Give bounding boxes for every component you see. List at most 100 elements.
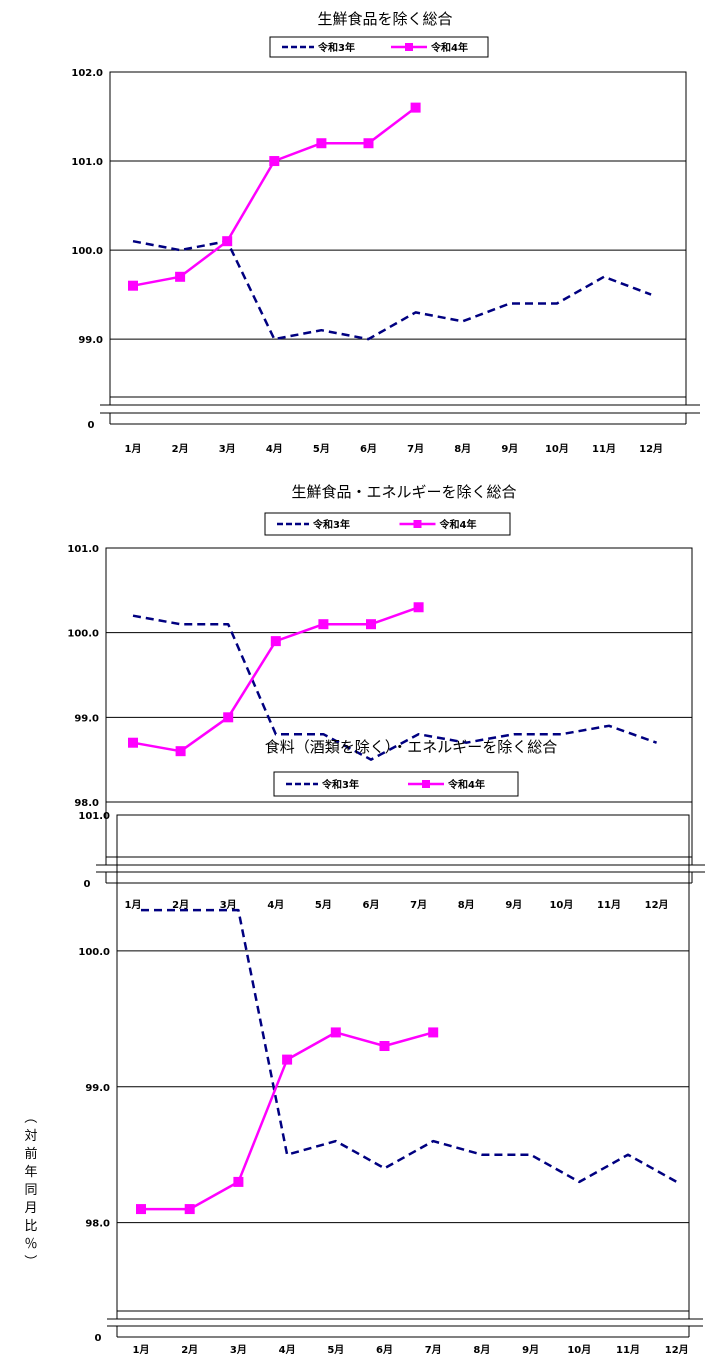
y-axis-label-char: 同 [24, 1183, 37, 1198]
y-tick-label: 99.0 [74, 713, 99, 724]
x-tick-label: 6月 [360, 443, 377, 455]
legend-label-series-2: 令和4年 [430, 41, 468, 54]
legend-label-series-1: 令和3年 [317, 41, 355, 54]
data-point-series-2 [233, 1176, 244, 1187]
data-point-series-2 [128, 737, 138, 748]
y-tick-label: 100.0 [67, 629, 99, 640]
y-tick-label: 101.0 [67, 544, 99, 555]
y-tick-label: 102.0 [71, 68, 103, 79]
y-tick-label: 100.0 [71, 246, 103, 257]
x-tick-label: 10月 [567, 1344, 591, 1356]
data-point-series-2 [222, 236, 233, 247]
x-tick-label: 3月 [220, 899, 237, 911]
y-axis-label-char: 月 [24, 1201, 37, 1216]
data-point-series-2 [282, 1054, 293, 1065]
x-tick-label: 8月 [473, 1344, 490, 1356]
x-tick-label: 9月 [501, 443, 518, 455]
y-tick-zero: 0 [88, 420, 95, 431]
data-point-series-2 [175, 746, 186, 757]
data-point-series-2 [136, 1204, 146, 1215]
legend-label-series-1: 令和3年 [321, 778, 359, 791]
y-axis-label-char: （ [22, 1110, 37, 1123]
x-tick-label: 11月 [597, 899, 621, 911]
data-point-series-2 [269, 156, 280, 167]
data-point-series-2 [379, 1041, 390, 1052]
legend: 令和3年 令和4年 [273, 771, 519, 797]
x-tick-label: 9月 [522, 1344, 539, 1356]
data-point-series-2 [270, 636, 281, 647]
series-line-1 [141, 908, 678, 1184]
y-axis-label-char: 比 [24, 1219, 37, 1234]
x-tick-label: 1月 [133, 1344, 150, 1356]
x-tick-label: 12月 [665, 1344, 689, 1356]
legend: 令和3年 令和4年 [264, 512, 511, 536]
legend-marker-series-2 [413, 520, 422, 528]
x-tick-label: 10月 [549, 899, 573, 911]
x-tick-label: 3月 [230, 1344, 247, 1356]
x-tick-label: 4月 [266, 443, 283, 455]
x-tick-label: 5月 [327, 1344, 344, 1356]
y-tick-label: 101.0 [78, 811, 110, 822]
data-point-series-2 [428, 1027, 439, 1038]
y-axis-label-char: 対 [24, 1129, 37, 1144]
legend-label-series-1: 令和3年 [312, 518, 350, 531]
data-point-series-2 [366, 619, 376, 630]
series-line-1 [132, 239, 652, 341]
x-tick-label: 6月 [363, 899, 380, 911]
legend-label-series-2: 令和4年 [447, 778, 485, 791]
y-tick-label: 100.0 [78, 947, 110, 958]
series-line-2 [132, 106, 417, 287]
x-tick-label: 7月 [410, 899, 427, 911]
y-tick-label: 98.0 [85, 1219, 110, 1230]
x-tick-label: 5月 [315, 899, 332, 911]
plot-area [109, 71, 687, 398]
chart-title: 食料（酒類を除く）・エネルギーを除く総合 [265, 738, 558, 756]
data-point-series-2 [316, 138, 327, 149]
x-tick-label: 2月 [172, 899, 189, 911]
x-tick-label: 8月 [458, 899, 475, 911]
series-line-1 [132, 614, 658, 761]
x-tick-label: 7月 [407, 443, 424, 455]
y-tick-zero: 0 [95, 1333, 102, 1344]
x-tick-label: 4月 [267, 899, 284, 911]
y-tick-label: 98.0 [74, 798, 99, 809]
data-point-series-2 [410, 102, 421, 113]
y-axis-label-char: ） [22, 1254, 37, 1267]
data-point-series-2 [175, 271, 186, 282]
x-tick-label: 2月 [172, 443, 189, 455]
y-axis-label-char: 年 [24, 1165, 37, 1180]
data-point-series-2 [128, 280, 138, 291]
x-tick-label: 6月 [376, 1344, 393, 1356]
x-tick-label: 3月 [219, 443, 236, 455]
legend-box [269, 36, 489, 58]
data-point-series-2 [184, 1204, 195, 1215]
y-tick-label: 99.0 [85, 1083, 110, 1094]
data-point-series-2 [318, 619, 329, 630]
y-tick-zero: 0 [84, 879, 91, 890]
x-tick-label: 12月 [645, 899, 669, 911]
x-tick-label: 4月 [279, 1344, 296, 1356]
x-tick-label: 11月 [592, 443, 616, 455]
data-point-series-2 [330, 1027, 341, 1038]
y-tick-label: 101.0 [71, 157, 103, 168]
x-tick-label: 7月 [425, 1344, 442, 1356]
data-point-series-2 [413, 602, 424, 613]
x-tick-label: 8月 [454, 443, 471, 455]
legend-marker-series-2 [405, 43, 413, 51]
legend-box [264, 512, 511, 536]
x-tick-label: 1月 [125, 443, 142, 455]
x-tick-label: 10月 [545, 443, 569, 455]
plot-area [116, 814, 690, 1312]
y-tick-label: 99.0 [78, 335, 103, 346]
plot-area [105, 547, 693, 858]
x-tick-label: 12月 [639, 443, 663, 455]
data-point-series-2 [223, 712, 234, 723]
x-tick-label: 2月 [181, 1344, 198, 1356]
data-point-series-2 [363, 138, 374, 149]
legend-label-series-2: 令和4年 [439, 518, 477, 531]
